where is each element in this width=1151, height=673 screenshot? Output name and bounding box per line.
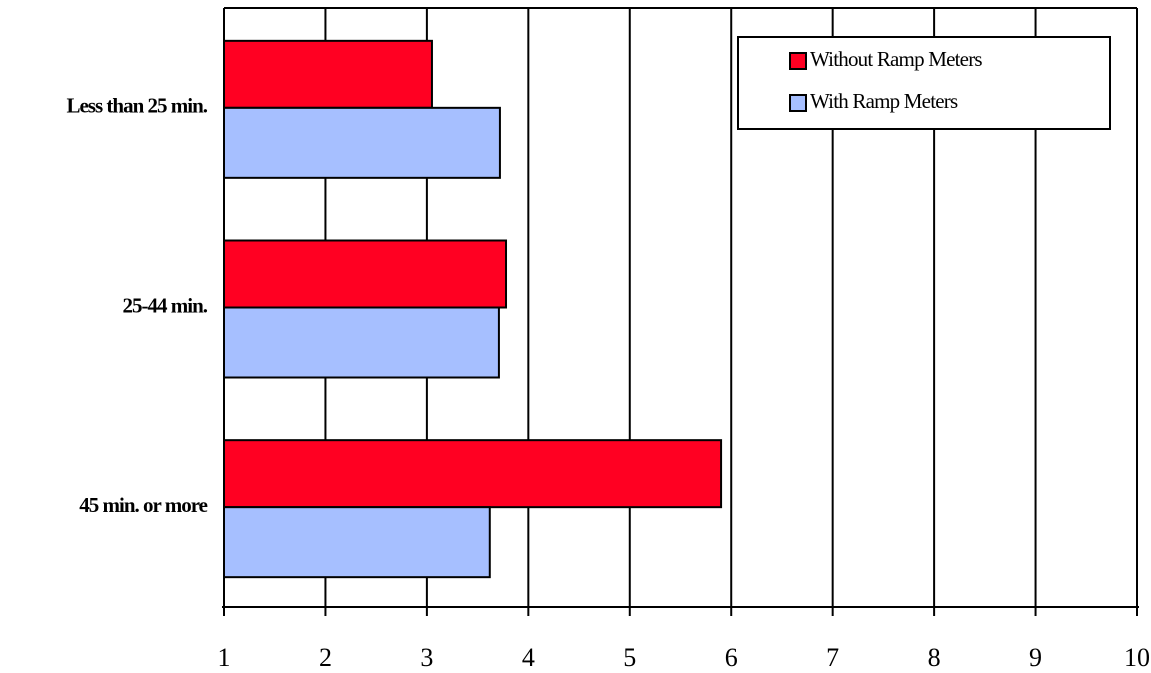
x-tick-label: 9 <box>1029 643 1042 672</box>
legend-swatch <box>789 52 807 70</box>
bar <box>223 39 433 109</box>
x-tick-label: 6 <box>725 643 738 672</box>
y-tick-label: 25-44 min. <box>123 293 208 317</box>
bar <box>223 506 491 579</box>
x-tick-label: 10 <box>1124 643 1150 672</box>
bar <box>223 239 508 309</box>
x-tick-label: 2 <box>319 643 332 672</box>
x-tick-label: 7 <box>826 643 839 672</box>
legend-label: Without Ramp Meters <box>810 47 982 71</box>
x-tick-label: 4 <box>522 643 535 672</box>
x-tick-label: 1 <box>218 643 231 672</box>
x-tick-label: 5 <box>623 643 636 672</box>
x-tick-label: 3 <box>420 643 433 672</box>
y-tick-label: 45 min. or more <box>79 493 207 517</box>
y-tick-label: Less than 25 min. <box>66 94 207 118</box>
bar <box>223 306 500 379</box>
legend-swatch <box>789 94 807 112</box>
bar <box>223 106 501 179</box>
bar <box>223 439 723 509</box>
x-tick-label: 8 <box>928 643 941 672</box>
legend-label: With Ramp Meters <box>810 89 958 113</box>
